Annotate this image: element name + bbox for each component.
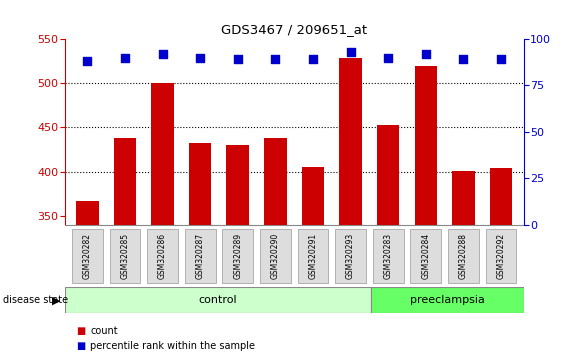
FancyBboxPatch shape (298, 229, 328, 283)
Point (233, 57, 242, 62)
Text: GSM320288: GSM320288 (459, 233, 468, 279)
Bar (114, 138, 136, 225)
Bar (302, 167, 324, 225)
FancyBboxPatch shape (185, 229, 216, 283)
Bar (76, 201, 99, 225)
Point (120, 55, 129, 60)
Text: GSM320291: GSM320291 (309, 233, 318, 279)
Text: GSM320289: GSM320289 (233, 233, 242, 279)
Text: ■: ■ (76, 341, 85, 351)
Bar (370, 287, 524, 313)
Bar (226, 145, 249, 225)
Text: GSM320293: GSM320293 (346, 233, 355, 279)
FancyBboxPatch shape (147, 229, 178, 283)
FancyBboxPatch shape (72, 229, 102, 283)
Bar (414, 67, 437, 225)
Text: GSM320286: GSM320286 (158, 233, 167, 279)
Point (384, 55, 393, 60)
Text: count: count (90, 326, 118, 336)
Text: ■: ■ (76, 326, 85, 336)
Text: preeclampsia: preeclampsia (410, 295, 485, 305)
Point (459, 57, 468, 62)
FancyBboxPatch shape (260, 229, 291, 283)
Text: GSM320282: GSM320282 (83, 233, 92, 279)
Title: GDS3467 / 209651_at: GDS3467 / 209651_at (221, 23, 367, 36)
Text: disease state: disease state (3, 295, 68, 305)
Point (346, 49, 355, 55)
Bar (452, 171, 475, 225)
Text: ▶: ▶ (52, 295, 60, 305)
FancyBboxPatch shape (448, 229, 479, 283)
Point (158, 51, 167, 57)
Point (421, 51, 430, 57)
FancyBboxPatch shape (410, 229, 441, 283)
Text: GSM320285: GSM320285 (120, 233, 129, 279)
FancyBboxPatch shape (335, 229, 366, 283)
FancyBboxPatch shape (373, 229, 404, 283)
Text: GSM320290: GSM320290 (271, 233, 280, 279)
Text: GSM320283: GSM320283 (384, 233, 393, 279)
Bar (490, 168, 512, 225)
Bar (377, 125, 400, 225)
Bar (339, 58, 362, 225)
Bar (151, 83, 174, 225)
Text: GSM320284: GSM320284 (421, 233, 430, 279)
Text: GSM320287: GSM320287 (195, 233, 204, 279)
Point (271, 57, 280, 62)
Text: GSM320292: GSM320292 (497, 233, 506, 279)
FancyBboxPatch shape (109, 229, 140, 283)
Text: percentile rank within the sample: percentile rank within the sample (90, 341, 255, 351)
Point (83, 58, 92, 64)
Bar (264, 138, 287, 225)
Point (195, 55, 204, 60)
Point (309, 57, 318, 62)
FancyBboxPatch shape (486, 229, 516, 283)
FancyBboxPatch shape (222, 229, 253, 283)
Point (497, 57, 506, 62)
Bar (65, 287, 370, 313)
Bar (189, 143, 212, 225)
Text: control: control (198, 295, 237, 305)
